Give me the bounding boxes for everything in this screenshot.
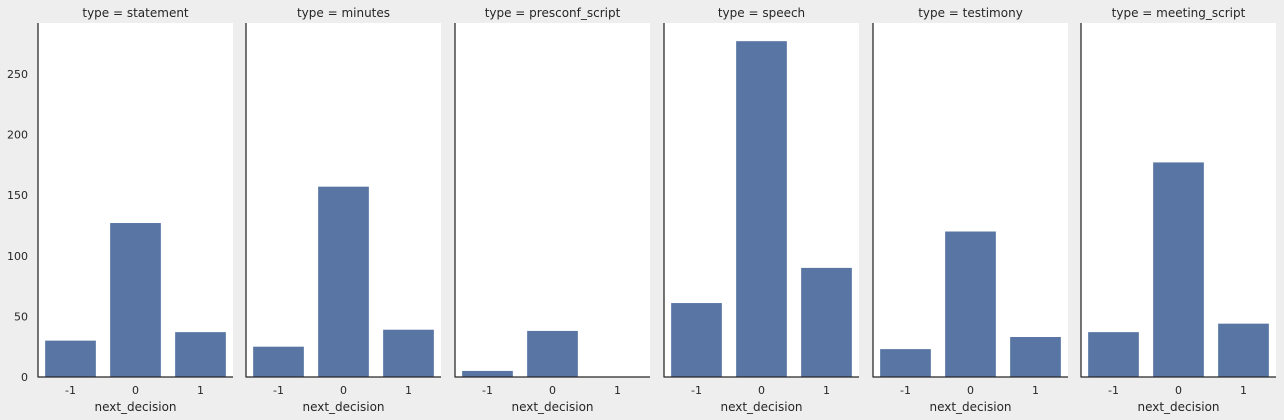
x-axis-label: next_decision [94, 400, 176, 414]
y-tick-label: 250 [7, 68, 28, 81]
panel-background [455, 23, 650, 377]
x-axis-label: next_decision [720, 400, 802, 414]
bar [175, 332, 226, 377]
x-tick-label: 0 [758, 384, 765, 397]
bar [1153, 162, 1204, 377]
x-tick-label: 0 [340, 384, 347, 397]
x-tick-label: 1 [614, 384, 621, 397]
panel-title: type = minutes [297, 6, 390, 20]
bar [383, 329, 434, 377]
x-tick-label: 0 [967, 384, 974, 397]
bar [318, 186, 369, 377]
x-axis-label: next_decision [929, 400, 1011, 414]
panel-title: type = testimony [918, 6, 1023, 20]
x-tick-label: -1 [482, 384, 493, 397]
y-tick-label: 100 [7, 250, 28, 263]
bar [801, 267, 852, 377]
bar [736, 41, 787, 378]
y-tick-label: 200 [7, 129, 28, 142]
x-tick-label: 0 [132, 384, 139, 397]
x-tick-label: 1 [1032, 384, 1039, 397]
bar [945, 231, 996, 377]
bar [1218, 323, 1269, 377]
panel-title: type = presconf_script [485, 6, 621, 20]
bar [253, 346, 304, 377]
x-axis-label: next_decision [511, 400, 593, 414]
bar [1088, 332, 1139, 377]
x-tick-label: -1 [273, 384, 284, 397]
x-tick-label: -1 [65, 384, 76, 397]
bar [1010, 336, 1061, 377]
x-tick-label: 1 [1240, 384, 1247, 397]
x-tick-label: 1 [823, 384, 830, 397]
x-tick-label: 1 [405, 384, 412, 397]
x-tick-label: 1 [197, 384, 204, 397]
x-tick-label: -1 [900, 384, 911, 397]
x-axis-label: next_decision [1137, 400, 1219, 414]
x-axis-label: next_decision [302, 400, 384, 414]
bar [462, 370, 513, 377]
x-tick-label: -1 [691, 384, 702, 397]
y-tick-label: 150 [7, 189, 28, 202]
bar [110, 223, 161, 377]
x-tick-label: 0 [549, 384, 556, 397]
panel-title: type = statement [82, 6, 189, 20]
bar [527, 330, 578, 377]
x-tick-label: -1 [1108, 384, 1119, 397]
bar [45, 340, 96, 377]
y-tick-label: 50 [14, 310, 28, 323]
bar [671, 303, 722, 377]
panel-title: type = meeting_script [1112, 6, 1246, 20]
panel-title: type = speech [718, 6, 805, 20]
bar [880, 349, 931, 377]
x-tick-label: 0 [1175, 384, 1182, 397]
y-tick-label: 0 [21, 371, 28, 384]
